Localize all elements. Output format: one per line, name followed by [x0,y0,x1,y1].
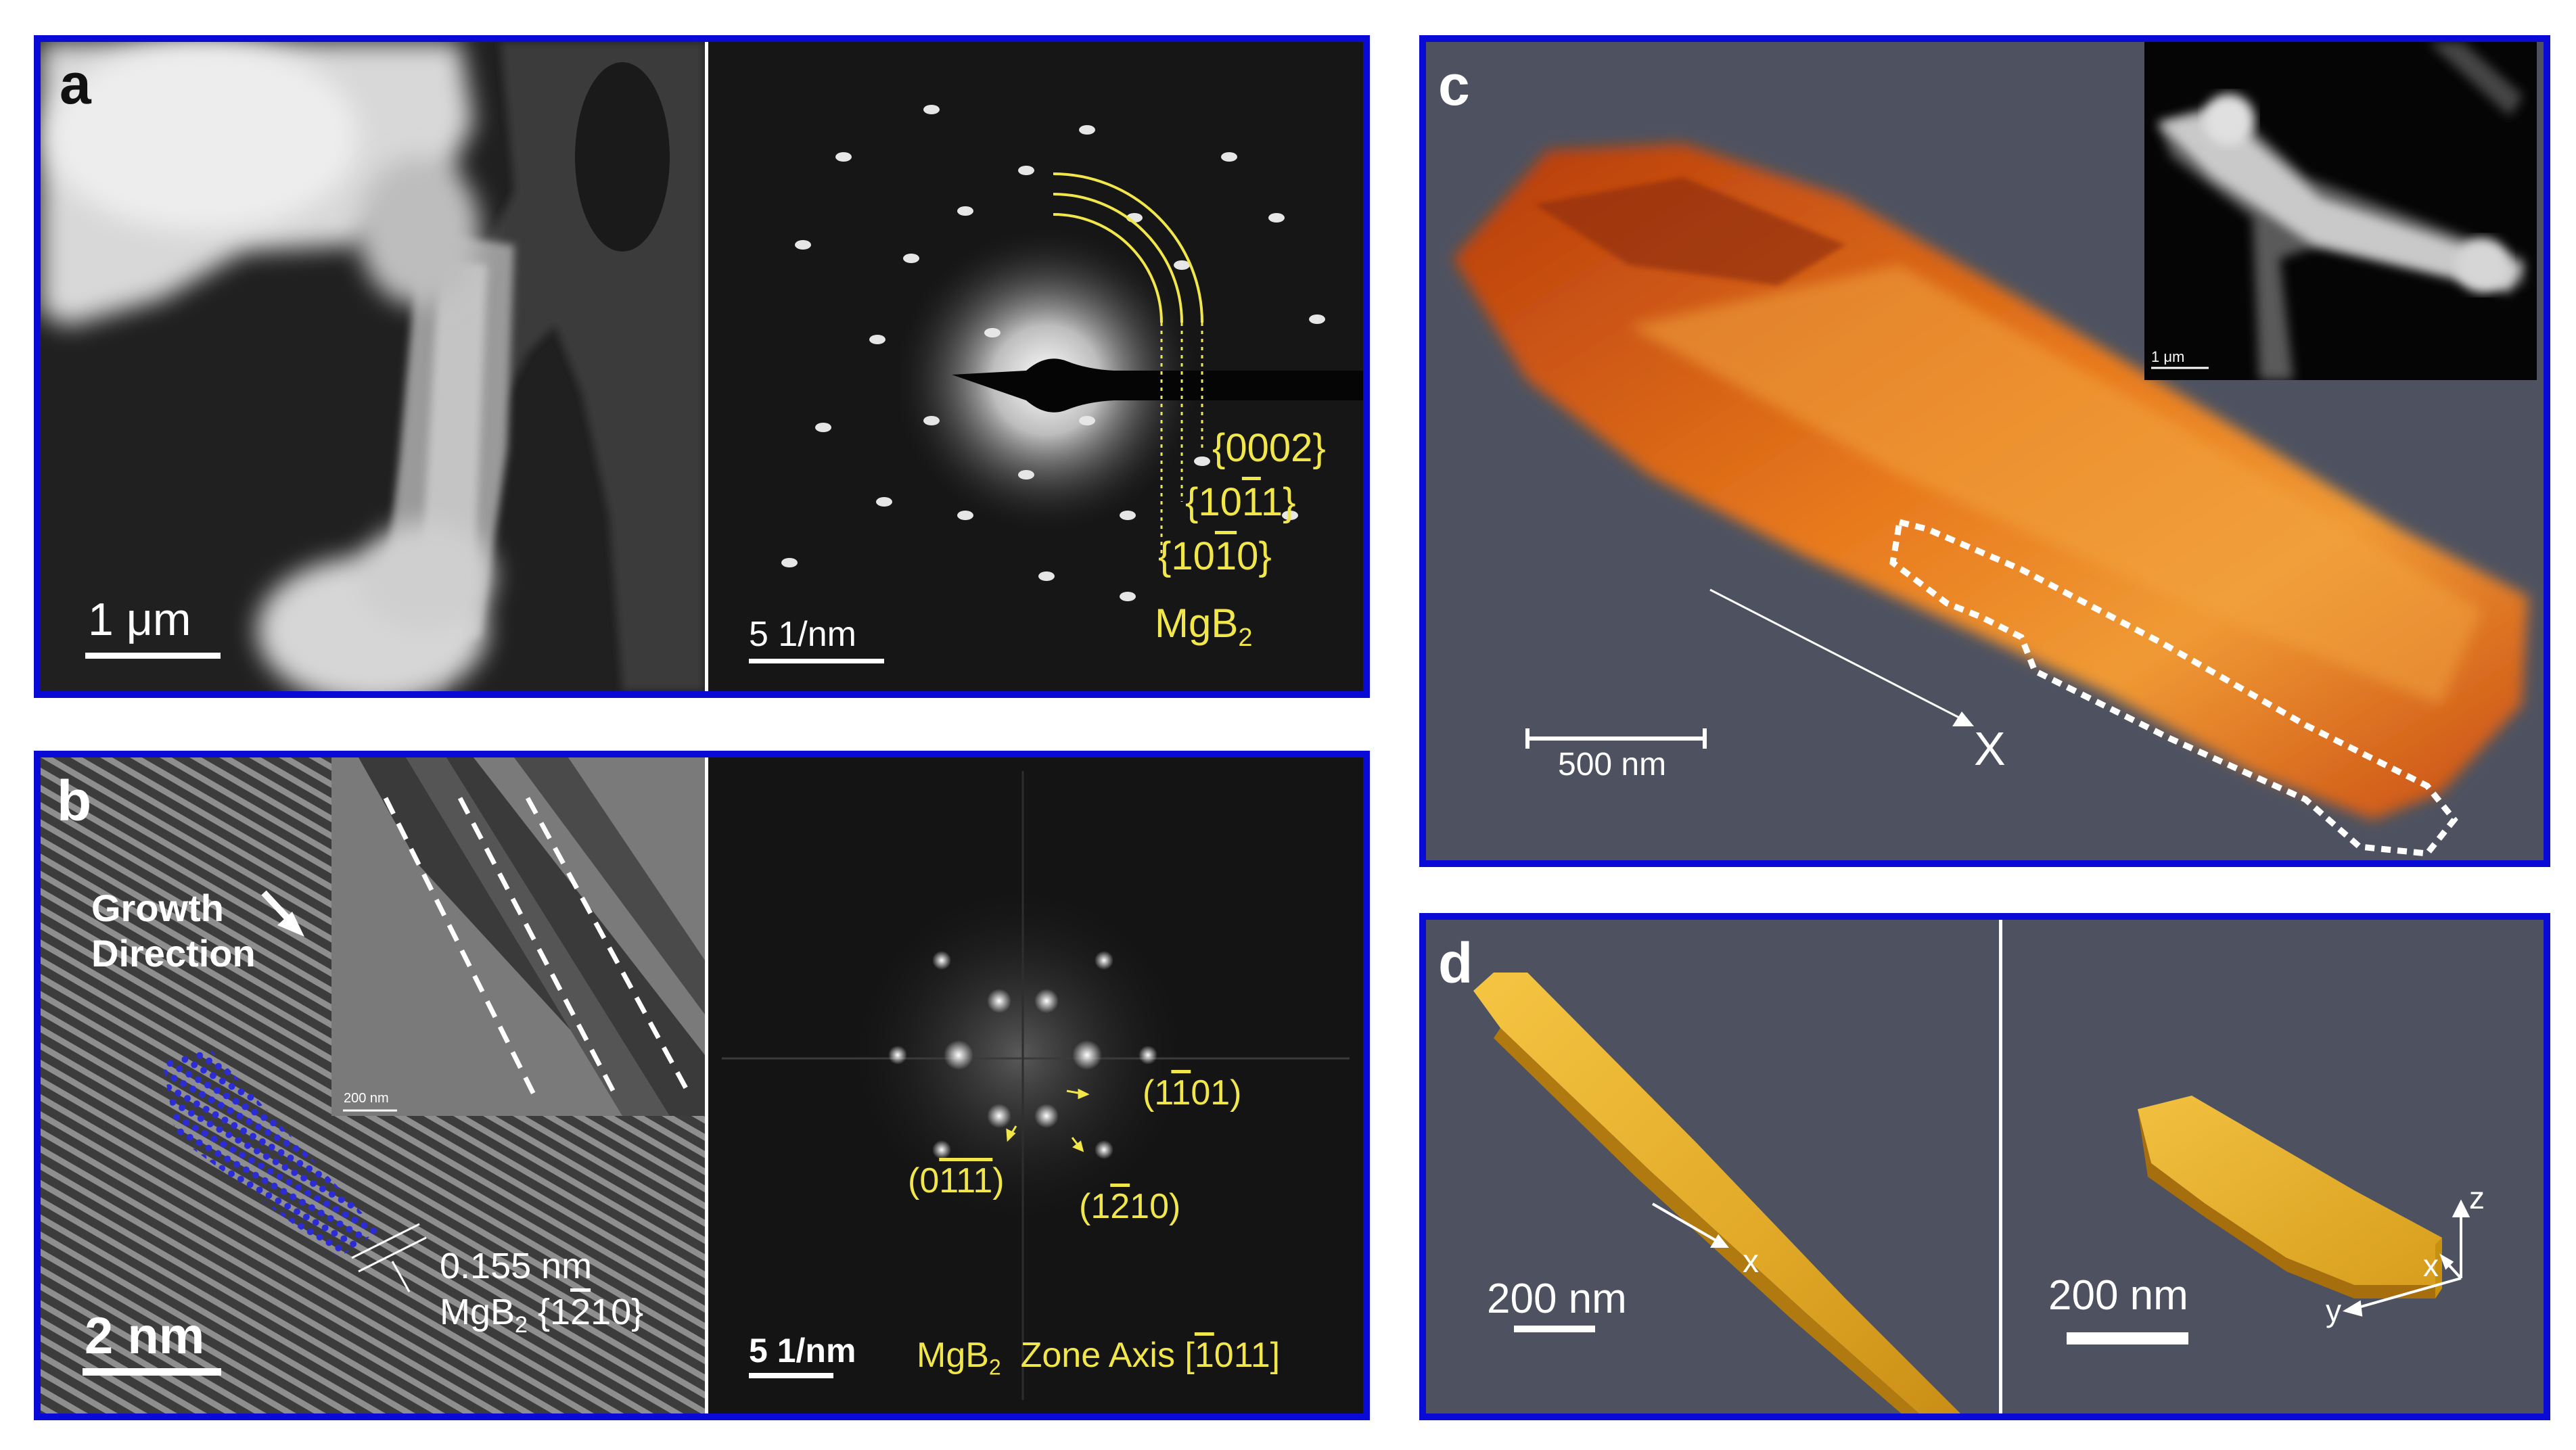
spot-label-1-101: (1101) [1143,1073,1242,1113]
panel-b-left-scale-bar [83,1368,221,1376]
spot-label-1-210: (1210) [1079,1187,1181,1226]
ring-label-10-10: {1010} [1158,534,1272,578]
panel-a-stem-image: a 1 μm [41,42,705,691]
panel-c: 1 μm c 500 nm X [1419,35,2550,867]
panel-c-axis-label: X [1974,722,2006,775]
panel-c-inset: 1 μm [2144,42,2537,380]
x-axis-arrow [1709,588,1974,726]
panel-b-inset [331,757,705,1116]
lattice-spacing-marker [351,1223,427,1292]
lattice-spacing-value: 0.155 nm [440,1246,593,1286]
panel-b-right-scale-text: 5 1/nm [749,1332,856,1370]
panel-b-inset-scale-text: 200 nm [344,1091,389,1106]
ring-label-0002: {0002} [1212,426,1326,470]
panel-b: b Growth Direction 200 nm 0.155 nm MgB2 … [34,751,1370,1420]
fft-pointer-arrows [1006,1088,1090,1152]
xyz-axes-triad [2342,1199,2470,1317]
panel-a: a 1 μm [34,35,1370,698]
panel-d-right-scale-bar [2067,1332,2188,1344]
lattice-plane-label: MgB2 {1210} [440,1292,644,1338]
growth-direction-arrow [261,890,304,937]
panel-b-fft: (1101) (0111) (1210) MgB2 Zone Axis [101… [708,757,1363,1413]
axis-label-y: y [2326,1293,2341,1328]
panel-a-material-label: MgB2 [1155,601,1253,652]
beam-stop [952,358,1363,413]
diffraction-spots [781,105,1325,601]
fft-spots [888,951,1157,1159]
atom-model-overlay [162,1048,379,1258]
panel-d-left-axis-label: x [1743,1244,1759,1280]
axis-label-z: z [2469,1180,2485,1215]
panel-b-fft-drawing [708,757,1363,1413]
panel-d: d x 200 nm z x y 200 nm [1419,913,2550,1420]
ring-label-10-11: {1011} [1185,480,1296,524]
panel-b-label: b [57,769,92,833]
zone-axis-label: MgB2 Zone Axis [1011] [917,1336,1281,1380]
nanoribbon-oblique-view [2138,1096,2442,1285]
panel-a-diffraction-drawing [708,42,1363,691]
panel-d-divider [1999,920,2002,1413]
nanoribbon-top-view [1473,973,1960,1413]
panel-a-left-scale-bar [85,653,221,659]
panel-b-left-scale-text: 2 nm [85,1307,205,1365]
growth-direction-line1: Growth [91,887,224,929]
panel-a-right-scale-bar [749,659,884,663]
spot-label-0-111: (0111) [908,1161,1005,1200]
panel-b-hrtem-drawing [41,757,705,1413]
panel-c-inset-scale-text: 1 μm [2151,348,2185,365]
panel-d-left-view: d x 200 nm [1426,920,1999,1413]
panel-c-label: c [1438,53,1470,117]
panel-a-divider [705,42,708,691]
axis-label-x: x [2423,1248,2439,1283]
panel-d-left-scale-bar [1514,1326,1595,1332]
panel-a-left-scale-text: 1 μm [88,594,191,645]
panel-b-hrtem-image: b Growth Direction 200 nm 0.155 nm MgB2 … [41,757,705,1413]
panel-d-right-drawing [2002,920,2544,1413]
diffraction-rings [1053,172,1203,323]
panel-d-x-arrow [1651,1202,1729,1248]
panel-c-inset-drawing [2151,42,2523,380]
panel-b-right-scale-bar [749,1373,833,1378]
ring-leaders [1160,323,1203,556]
panel-a-diffraction: {0002} {1011} {1010} MgB2 5 1/nm [708,42,1363,691]
panel-d-right-scale-text: 200 nm [2048,1272,2188,1319]
panel-c-scale-text: 500 nm [1558,747,1667,782]
panel-a-stem-drawing [41,42,705,691]
film-hole [575,62,670,252]
growth-direction-line2: Direction [91,932,256,975]
panel-d-right-view: z x y 200 nm [2002,920,2544,1413]
panel-b-divider [705,757,708,1413]
panel-d-left-scale-text: 200 nm [1487,1276,1627,1322]
panel-a-right-scale-text: 5 1/nm [749,615,856,654]
panel-a-label: a [60,52,91,116]
panel-d-label: d [1438,931,1473,995]
panel-c-scale-bar [1525,728,1707,749]
panel-d-left-drawing [1426,920,1999,1413]
